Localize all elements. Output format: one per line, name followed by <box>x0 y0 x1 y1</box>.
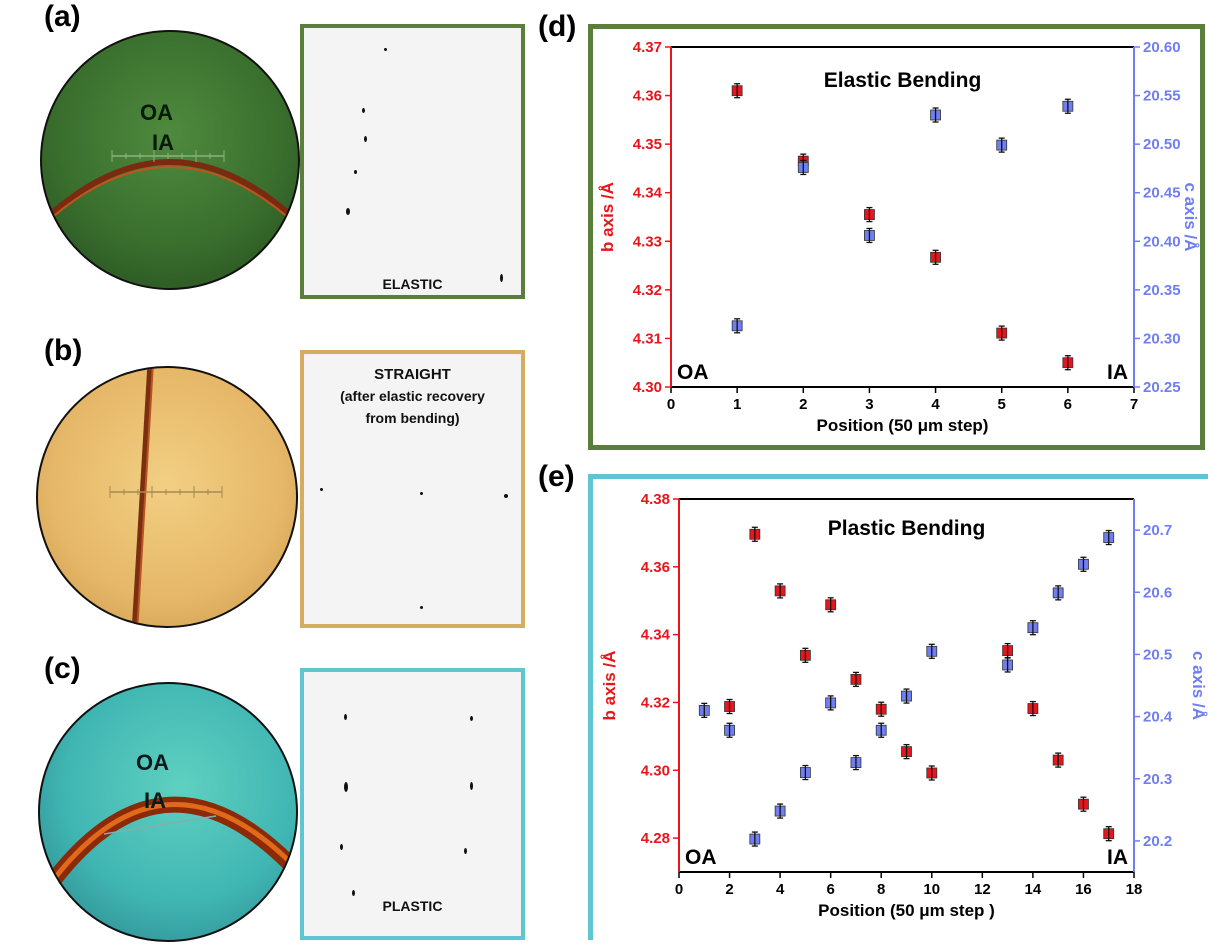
y-left-tick-label: 4.37 <box>633 39 662 56</box>
corner-label-oa: OA <box>685 846 717 869</box>
x-tick-label: 7 <box>1130 396 1138 413</box>
label-straight: STRAIGHT <box>374 366 451 383</box>
y-left-tick-label: 4.34 <box>641 627 671 644</box>
micrograph-straight <box>36 366 298 628</box>
y-right-tick-label: 20.7 <box>1143 522 1172 539</box>
x-tick-label: 3 <box>865 396 873 413</box>
x-tick-label: 1 <box>733 396 741 413</box>
y-axis-left-label: b axis /Å <box>598 182 617 252</box>
x-tick-label: 0 <box>667 396 675 413</box>
y-right-tick-label: 20.2 <box>1143 833 1172 850</box>
x-tick-label: 12 <box>974 881 991 898</box>
y-axis-right-label: c axis /Å <box>1189 651 1208 720</box>
x-tick-label: 10 <box>923 881 940 898</box>
corner-label-ia: IA <box>1107 361 1128 384</box>
y-left-tick-label: 4.31 <box>633 330 662 347</box>
x-axis-label: Position (50 μm step ) <box>818 901 995 920</box>
panel-label-b: (b) <box>44 334 83 367</box>
crystal-image-b <box>109 368 223 626</box>
y-left-tick-label: 4.32 <box>641 694 670 711</box>
corner-label-ia: IA <box>1107 846 1128 869</box>
label-plastic: PLASTIC <box>382 898 443 914</box>
corner-label-oa: OA <box>677 361 709 384</box>
y-right-tick-label: 20.50 <box>1143 136 1181 153</box>
y-left-tick-label: 4.28 <box>641 830 670 847</box>
x-tick-label: 0 <box>675 881 683 898</box>
x-tick-label: 8 <box>877 881 885 898</box>
y-right-tick-label: 20.40 <box>1143 233 1181 250</box>
x-tick-label: 18 <box>1126 881 1143 898</box>
chart-plastic: 0 2 4 6 8 10 12 14 16 18 4.28 4.30 4.32 4.34 4.36 4.38 2… <box>600 491 1208 920</box>
y-axis-right-label: c axis /Å <box>1181 183 1200 252</box>
label-oa-a: OA <box>140 100 173 125</box>
panel-label-a: (a) <box>44 0 81 33</box>
y-right-tick-label: 20.35 <box>1143 282 1181 299</box>
x-tick-label: 14 <box>1025 881 1042 898</box>
x-tick-label: 2 <box>725 881 733 898</box>
y-right-tick-label: 20.30 <box>1143 330 1181 347</box>
micrograph-plastic: OA IA <box>38 682 298 942</box>
micrograph-elastic: OA IA <box>40 30 300 290</box>
chart-title: Plastic Bending <box>828 517 986 540</box>
panel-label-e: (e) <box>538 460 575 493</box>
y-left-tick-label: 4.36 <box>633 88 662 105</box>
chart-plastic-box: 0 2 4 6 8 10 12 14 16 18 4.28 4.30 4.32 4.34 4.36 4.38 2… <box>588 474 1208 940</box>
y-right-tick-label: 20.3 <box>1143 771 1172 788</box>
y-axis-left-label: b axis /Å <box>600 651 619 721</box>
y-right-tick-label: 20.6 <box>1143 584 1172 601</box>
diffraction-straight: STRAIGHT (after elastic recovery from be… <box>300 350 525 628</box>
label-elastic: ELASTIC <box>382 276 443 292</box>
y-left-tick-label: 4.30 <box>633 379 662 396</box>
y-right-tick-label: 20.60 <box>1143 39 1181 56</box>
x-tick-label: 4 <box>776 881 785 898</box>
y-right-tick-label: 20.55 <box>1143 88 1181 105</box>
y-left-tick-label: 4.36 <box>641 559 670 576</box>
y-left-tick-label: 4.38 <box>641 491 670 508</box>
x-axis-label: Position (50 μm step) <box>817 416 989 435</box>
y-left-tick-label: 4.30 <box>641 762 670 779</box>
x-tick-label: 5 <box>998 396 1006 413</box>
chart-elastic-box: 0 1 2 3 4 5 6 7 4.30 4.31 4.32 4.33 4.34 4.35 4.36 4.37… <box>588 24 1205 450</box>
chart-elastic: 0 1 2 3 4 5 6 7 4.30 4.31 4.32 4.33 4.34 4.35 4.36 4.37… <box>598 39 1200 435</box>
x-tick-label: 2 <box>799 396 807 413</box>
crystal-image-a <box>42 150 298 228</box>
y-right-tick-label: 20.4 <box>1143 709 1173 726</box>
x-tick-label: 16 <box>1075 881 1092 898</box>
y-right-tick-label: 20.25 <box>1143 379 1181 396</box>
y-right-tick-label: 20.5 <box>1143 646 1172 663</box>
y-left-tick-label: 4.34 <box>633 185 663 202</box>
crystal-image-c <box>40 796 296 914</box>
y-left-tick-label: 4.33 <box>633 233 662 250</box>
panel-label-d: (d) <box>538 10 577 43</box>
panel-label-c: (c) <box>44 652 81 685</box>
y-left-tick-label: 4.32 <box>633 282 662 299</box>
label-straight-2: (after elastic recovery <box>340 388 485 404</box>
y-left-tick-label: 4.35 <box>633 136 662 153</box>
label-straight-3: from bending) <box>365 410 460 426</box>
x-tick-label: 4 <box>931 396 940 413</box>
diffraction-plastic: PLASTIC <box>300 668 525 940</box>
x-tick-label: 6 <box>826 881 834 898</box>
chart-title: Elastic Bending <box>824 69 982 92</box>
y-right-tick-label: 20.45 <box>1143 185 1181 202</box>
x-tick-label: 6 <box>1064 396 1072 413</box>
diffraction-elastic: ELASTIC <box>300 24 525 299</box>
label-ia-a: IA <box>152 130 174 155</box>
label-oa-c: OA <box>136 750 169 775</box>
label-ia-c: IA <box>144 788 166 813</box>
